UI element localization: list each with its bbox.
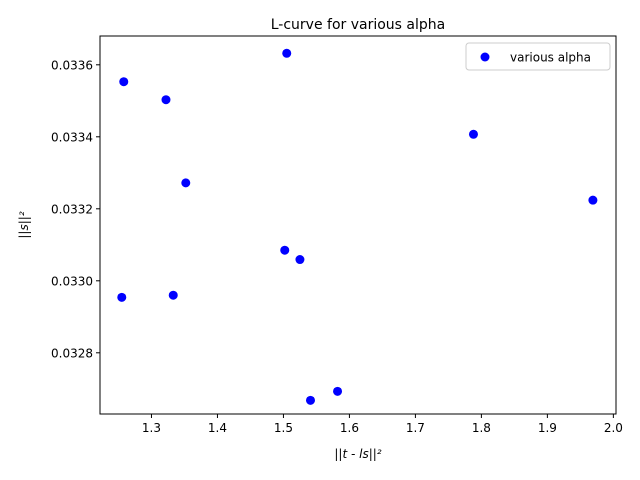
y-tick-label: 0.0332 — [51, 202, 93, 216]
y-tick-label: 0.0330 — [51, 274, 93, 288]
data-point — [168, 290, 178, 300]
data-point — [295, 255, 305, 265]
legend-box — [465, 42, 611, 71]
y-tick-label: 0.0336 — [51, 58, 93, 72]
data-point — [119, 77, 129, 87]
data-point — [282, 48, 292, 58]
data-point — [280, 245, 290, 255]
x-tick-label: 1.3 — [142, 421, 161, 435]
data-point — [588, 195, 598, 205]
data-points — [117, 48, 598, 405]
data-point — [333, 386, 343, 396]
data-point — [161, 95, 171, 105]
legend-marker — [480, 52, 490, 62]
plot-area-frame — [99, 35, 617, 415]
x-tick-label: 1.9 — [538, 421, 557, 435]
y-axis-ticks: 0.0328 0.0330 0.0332 0.0334 0.0336 — [51, 58, 100, 360]
x-tick-label: 1.4 — [208, 421, 227, 435]
data-point — [181, 178, 191, 188]
x-tick-label: 2.0 — [604, 421, 623, 435]
y-tick-label: 0.0334 — [51, 130, 93, 144]
legend-label: various alpha — [510, 51, 591, 65]
y-axis-label: ||s||² — [17, 211, 31, 238]
legend: various alpha — [465, 42, 611, 71]
x-tick-label: 1.6 — [340, 421, 359, 435]
x-axis-label: ||t - ls||² — [334, 447, 381, 461]
x-tick-label: 1.5 — [274, 421, 293, 435]
data-point — [305, 395, 315, 405]
x-axis-ticks: 1.3 1.4 1.5 1.6 1.7 1.8 1.9 2.0 — [142, 414, 623, 435]
x-tick-label: 1.8 — [472, 421, 491, 435]
x-tick-label: 1.7 — [406, 421, 425, 435]
data-point — [468, 129, 478, 139]
chart-title: L-curve for various alpha — [271, 17, 445, 33]
data-point — [117, 292, 127, 302]
y-tick-label: 0.0328 — [51, 346, 93, 360]
